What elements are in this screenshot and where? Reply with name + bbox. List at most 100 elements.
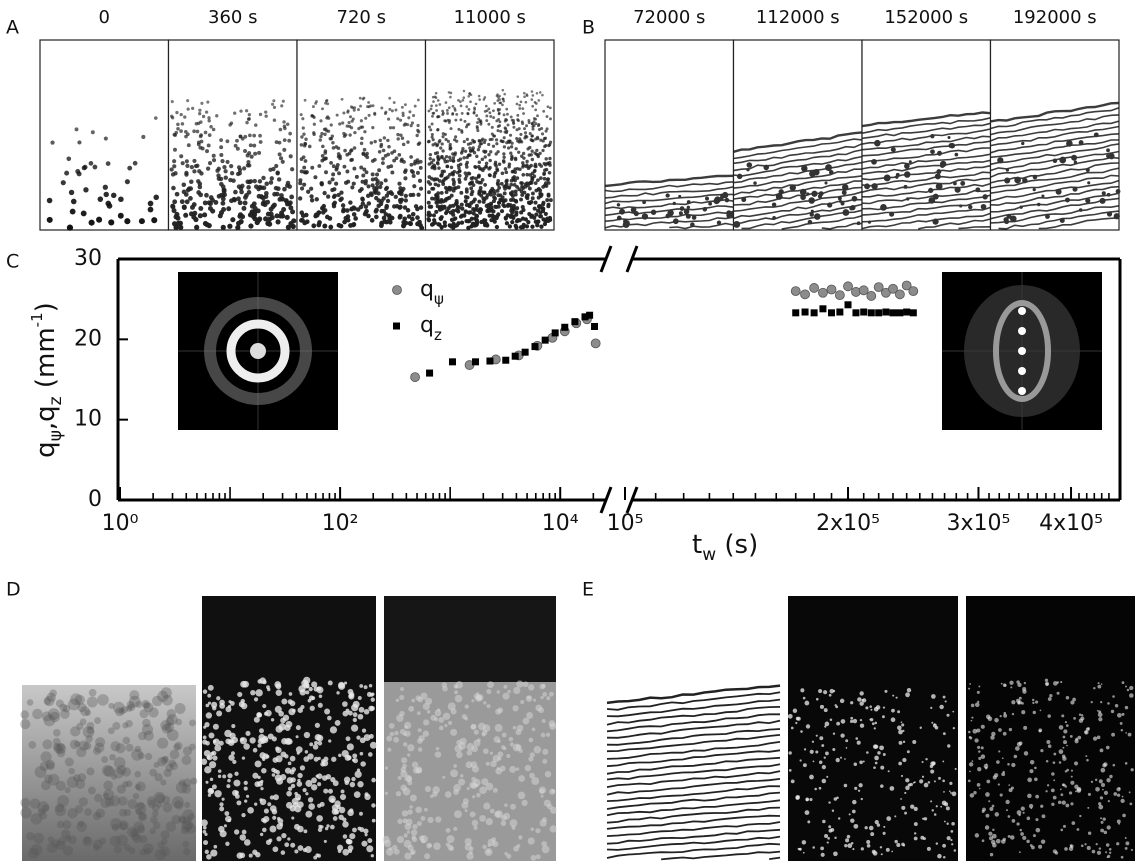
dot bbox=[1078, 140, 1084, 146]
dot bbox=[409, 805, 413, 809]
dot bbox=[922, 817, 925, 820]
dot bbox=[471, 745, 478, 753]
dot bbox=[342, 111, 346, 115]
dot bbox=[960, 180, 966, 186]
dot bbox=[809, 212, 814, 217]
dot bbox=[46, 842, 58, 853]
dot bbox=[363, 828, 369, 834]
dot bbox=[367, 752, 373, 757]
panel-label: B bbox=[582, 17, 595, 39]
dot bbox=[269, 176, 275, 181]
dot bbox=[118, 820, 129, 831]
dot bbox=[218, 210, 224, 216]
dot bbox=[945, 806, 950, 811]
dot bbox=[971, 760, 974, 763]
dot bbox=[494, 723, 503, 732]
dot bbox=[430, 135, 434, 139]
dot bbox=[875, 705, 881, 710]
dot bbox=[546, 696, 551, 701]
dot bbox=[443, 119, 447, 123]
x-tick-label: 4x10⁵ bbox=[1039, 511, 1103, 536]
dot bbox=[176, 122, 180, 127]
dot bbox=[399, 191, 404, 197]
dot bbox=[516, 680, 524, 688]
dot bbox=[111, 192, 117, 199]
x-tick-label: 3x10⁵ bbox=[947, 511, 1011, 536]
dot bbox=[1002, 731, 1007, 736]
dot bbox=[239, 852, 246, 859]
dot bbox=[157, 690, 169, 703]
dot bbox=[366, 691, 372, 697]
dot bbox=[464, 704, 470, 709]
dot bbox=[229, 164, 234, 169]
dot bbox=[520, 181, 524, 186]
dot bbox=[324, 708, 331, 715]
dot bbox=[125, 780, 133, 788]
dot bbox=[318, 694, 323, 699]
dot bbox=[351, 106, 355, 110]
dot bbox=[362, 147, 367, 152]
dot bbox=[851, 195, 858, 202]
dot bbox=[297, 707, 304, 713]
dot bbox=[802, 851, 805, 854]
stripe bbox=[604, 198, 734, 210]
dot bbox=[807, 820, 811, 824]
dot bbox=[206, 755, 211, 760]
dot bbox=[523, 95, 526, 99]
dot bbox=[135, 808, 143, 816]
dot bbox=[533, 200, 538, 205]
dot bbox=[351, 205, 356, 210]
dot bbox=[505, 129, 509, 133]
dot bbox=[1039, 709, 1042, 712]
dot bbox=[230, 751, 235, 756]
dot bbox=[349, 808, 354, 813]
dot bbox=[484, 165, 488, 169]
dot bbox=[515, 729, 522, 736]
frame-time: 112000 s bbox=[756, 7, 840, 28]
dot bbox=[316, 815, 323, 822]
dot bbox=[178, 815, 186, 823]
dot bbox=[278, 127, 283, 132]
dot bbox=[495, 168, 500, 173]
dot bbox=[202, 739, 208, 745]
stripe bbox=[606, 728, 781, 746]
dot bbox=[216, 710, 223, 717]
dot bbox=[287, 699, 293, 705]
dot bbox=[255, 851, 261, 858]
dot bbox=[149, 768, 158, 777]
dot bbox=[518, 107, 522, 110]
dot bbox=[384, 193, 390, 198]
dot bbox=[161, 795, 171, 805]
dot bbox=[469, 811, 476, 818]
dot bbox=[292, 802, 299, 808]
dot bbox=[354, 770, 362, 778]
dot bbox=[514, 210, 519, 215]
dot bbox=[257, 712, 263, 718]
frame-time: 11000 s bbox=[454, 7, 526, 28]
dot bbox=[939, 163, 945, 168]
dot bbox=[321, 144, 325, 149]
dot bbox=[395, 698, 400, 703]
dot bbox=[1041, 194, 1045, 198]
dot bbox=[995, 838, 1001, 844]
dot bbox=[547, 143, 551, 148]
dot bbox=[486, 689, 492, 695]
dot bbox=[77, 140, 82, 145]
dot bbox=[367, 113, 371, 117]
dot bbox=[458, 214, 464, 219]
dot bbox=[510, 169, 515, 174]
dot bbox=[616, 203, 621, 207]
dot bbox=[1007, 762, 1010, 766]
dot bbox=[940, 805, 943, 808]
dot bbox=[1129, 693, 1134, 698]
dot bbox=[1126, 688, 1130, 692]
dot bbox=[101, 756, 109, 764]
dot bbox=[970, 703, 975, 708]
dot bbox=[528, 737, 534, 743]
dot bbox=[1046, 739, 1051, 744]
dot bbox=[316, 210, 322, 215]
dot bbox=[495, 708, 502, 715]
dot bbox=[533, 181, 538, 185]
dot bbox=[471, 176, 475, 180]
dot bbox=[390, 170, 395, 175]
